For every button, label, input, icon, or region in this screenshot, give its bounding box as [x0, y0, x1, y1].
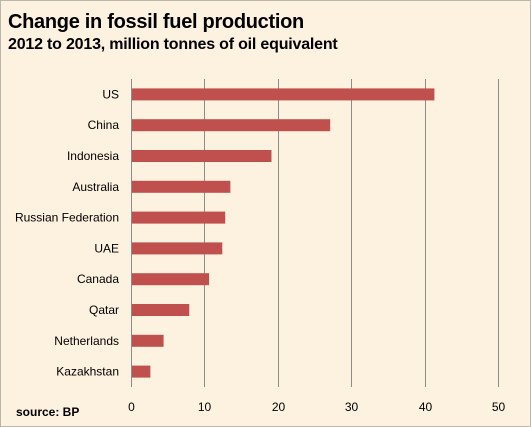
- category-label: Australia: [72, 180, 119, 194]
- bar-1: [132, 119, 331, 132]
- bar-9: [132, 365, 151, 378]
- bar-3: [132, 180, 231, 193]
- source-note: source: BP: [16, 405, 80, 419]
- x-tick-label: 50: [492, 400, 506, 414]
- bar-7: [132, 304, 190, 316]
- chart-subtitle: 2012 to 2013, million tonnes of oil equi…: [8, 36, 338, 53]
- category-label: Russian Federation: [15, 211, 119, 225]
- bar-5: [132, 242, 223, 255]
- x-tick-label: 10: [198, 400, 212, 414]
- category-label: Kazakhstan: [56, 365, 119, 379]
- category-label: UAE: [94, 241, 119, 255]
- bar-4: [132, 211, 226, 224]
- category-label: China: [88, 118, 120, 132]
- category-label: Netherlands: [54, 334, 119, 348]
- chart-title: Change in fossil fuel production: [8, 11, 304, 33]
- bar-6: [132, 273, 210, 286]
- x-tick-label: 40: [419, 400, 433, 414]
- bar-0: [132, 88, 435, 101]
- category-label: Canada: [77, 272, 119, 286]
- category-label: US: [102, 87, 119, 101]
- x-tick-label: 30: [345, 400, 359, 414]
- category-label: Qatar: [89, 303, 119, 317]
- bar-8: [132, 334, 164, 347]
- category-label: Indonesia: [67, 149, 119, 163]
- x-tick-label: 0: [128, 400, 135, 414]
- x-tick-label: 20: [272, 400, 286, 414]
- bar-2: [132, 150, 272, 162]
